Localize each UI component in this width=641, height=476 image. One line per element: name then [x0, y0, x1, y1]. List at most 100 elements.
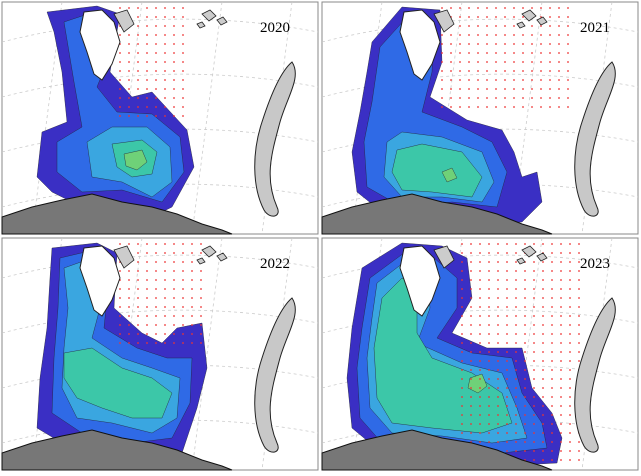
station-dot: [128, 324, 130, 326]
station-dot: [497, 414, 499, 416]
station-dot: [533, 333, 535, 335]
station-dot: [551, 333, 553, 335]
station-dot: [549, 61, 551, 63]
station-dot: [468, 70, 470, 72]
station-dot: [495, 106, 497, 108]
station-dot: [497, 315, 499, 317]
station-dot: [495, 79, 497, 81]
station-dot: [495, 97, 497, 99]
station-dot: [533, 315, 535, 317]
station-dot: [504, 43, 506, 45]
station-dot: [182, 324, 184, 326]
station-dot: [533, 342, 535, 344]
station-dot: [137, 297, 139, 299]
station-dot: [137, 16, 139, 18]
station-dot: [164, 315, 166, 317]
station-dot: [155, 88, 157, 90]
station-dot: [479, 387, 481, 389]
station-dot: [551, 288, 553, 290]
station-dot: [488, 378, 490, 380]
station-dot: [470, 378, 472, 380]
station-dot: [182, 88, 184, 90]
station-dot: [461, 369, 463, 371]
station-dot: [497, 306, 499, 308]
station-dot: [468, 25, 470, 27]
island: [433, 9, 455, 33]
station-dot: [542, 351, 544, 353]
station-dot: [569, 378, 571, 380]
station-dot: [533, 288, 535, 290]
station-dot: [506, 432, 508, 434]
station-dot: [479, 288, 481, 290]
graticule: [1, 309, 319, 334]
svalbard: [399, 245, 441, 317]
franz-josef-land: [516, 245, 548, 265]
station-dot: [524, 441, 526, 443]
station-dot: [477, 52, 479, 54]
station-dot: [470, 261, 472, 263]
station-dot: [533, 441, 535, 443]
mainland: [1, 429, 233, 471]
station-dot: [488, 342, 490, 344]
station-dot: [551, 252, 553, 254]
station-dot: [542, 387, 544, 389]
station-dot: [173, 25, 175, 27]
station-dot: [441, 79, 443, 81]
station-dot: [200, 333, 202, 335]
station-dot: [497, 405, 499, 407]
year-label: 2020: [260, 20, 290, 36]
station-dot: [146, 288, 148, 290]
station-dot: [191, 279, 193, 281]
station-dot: [560, 423, 562, 425]
graticule: [321, 18, 639, 43]
station-dot: [506, 288, 508, 290]
station-dot: [441, 88, 443, 90]
station-dot: [119, 52, 121, 54]
station-dot: [182, 79, 184, 81]
station-dot: [522, 88, 524, 90]
station-dot: [470, 324, 472, 326]
station-dot: [513, 34, 515, 36]
station-dot: [137, 252, 139, 254]
station-dot: [441, 70, 443, 72]
station-dot: [146, 243, 148, 245]
station-dot: [533, 243, 535, 245]
station-dot: [450, 106, 452, 108]
station-dot: [137, 279, 139, 281]
station-dot: [504, 70, 506, 72]
contour-area: [391, 143, 483, 198]
station-dot: [146, 333, 148, 335]
station-dot: [470, 360, 472, 362]
station-dot: [495, 25, 497, 27]
station-dot: [560, 279, 562, 281]
station-dot: [173, 115, 175, 117]
station-dot: [470, 243, 472, 245]
station-dot: [549, 34, 551, 36]
station-dot: [488, 279, 490, 281]
station-dot: [540, 70, 542, 72]
station-dot: [560, 342, 562, 344]
station-dot: [533, 432, 535, 434]
station-dot: [506, 441, 508, 443]
station-dot: [477, 25, 479, 27]
station-dot: [479, 369, 481, 371]
station-dot: [506, 378, 508, 380]
station-dot: [128, 97, 130, 99]
station-dot: [524, 270, 526, 272]
station-dot: [200, 270, 202, 272]
station-dot: [513, 97, 515, 99]
station-dot: [569, 252, 571, 254]
station-dot: [459, 7, 461, 9]
station-dot: [182, 34, 184, 36]
station-dot: [470, 351, 472, 353]
station-dot: [504, 7, 506, 9]
station-dot: [506, 423, 508, 425]
station-dot: [569, 243, 571, 245]
station-dot: [524, 342, 526, 344]
station-dot: [560, 324, 562, 326]
station-dot: [578, 351, 580, 353]
station-dot: [486, 61, 488, 63]
station-dot: [441, 61, 443, 63]
station-dot: [119, 70, 121, 72]
